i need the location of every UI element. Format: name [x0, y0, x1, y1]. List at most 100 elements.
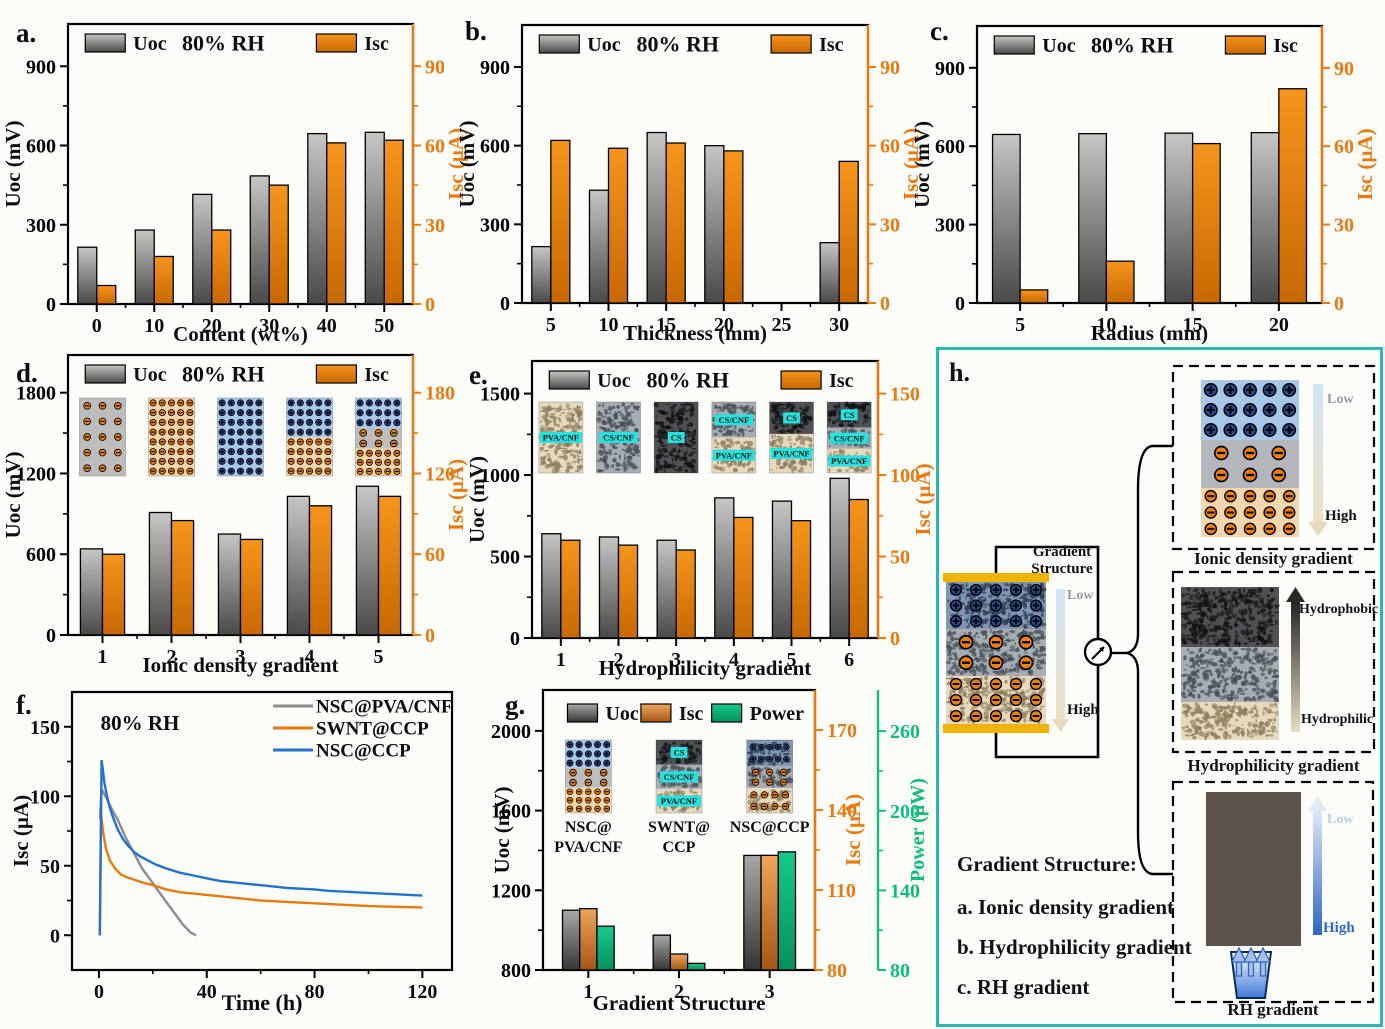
x-tick-label: 6 [844, 649, 854, 671]
axis-tick-label: 120 [425, 463, 455, 485]
axis-tick-label: 260 [890, 721, 920, 743]
legend-swatch-uoc [538, 34, 580, 54]
axis-tick-label: 1200 [491, 880, 531, 902]
axis-tick-label: 60 [425, 544, 445, 566]
axis-label-isc: Isc (µA) [444, 128, 468, 200]
panel-letter: d. [16, 358, 38, 388]
axis-tick-label: 1600 [491, 801, 531, 823]
legend-label: NSC@PVA/CNF [316, 697, 453, 718]
bar [148, 511, 173, 636]
x-axis-label: Hydrophilicity gradient [599, 656, 812, 680]
bar [596, 925, 615, 971]
axis-tick-label: 90 [425, 56, 445, 78]
circuit-wire [994, 545, 1100, 759]
legend-swatch-isc [1224, 35, 1266, 55]
vapor-arrow-icon [1242, 946, 1260, 963]
bar [1105, 260, 1135, 304]
ionic-box [1171, 364, 1376, 551]
bar [1278, 88, 1308, 304]
x-tick-label: 2 [614, 649, 624, 671]
bar [646, 131, 667, 304]
hydrophilic-label: Hydrophilic [1301, 712, 1374, 727]
legend-label: NSC@CCP [316, 741, 411, 762]
device-gradient-bar [1056, 589, 1065, 719]
ionic-caption: Ionic density gradient [1194, 549, 1353, 568]
rh-gradient-arrow [1313, 810, 1322, 935]
rh-annotation: 80% RH [101, 711, 180, 735]
bars-uoc [541, 477, 850, 639]
gradient-list-item-a: a. Ionic density gradient [957, 895, 1175, 919]
axis-tick-label: 50 [40, 856, 60, 878]
axis-tick-label: 60 [1334, 136, 1354, 158]
axis-tick-label: 900 [26, 56, 56, 78]
bar [239, 538, 264, 636]
inset-layer-label: PVA/CNF [543, 433, 579, 443]
x-tick-label: 3 [765, 981, 775, 1003]
hydrophilicity-caption: Hydrophilicity gradient [1187, 756, 1360, 775]
bars-uoc [77, 131, 385, 305]
axis-label-uoc: Uoc (mV) [455, 121, 479, 208]
rh-annotation: 80% RH [646, 368, 729, 393]
x-tick-label: 25 [772, 314, 792, 336]
x-tick-label: 20 [714, 314, 734, 336]
ionic-high-label: High [1325, 508, 1357, 524]
panel-a: 0 300 600 900 0 30 60 90 0 10 20 30 40 50 Content (wt%… [0, 0, 470, 346]
x-tick-label: 15 [1183, 314, 1203, 336]
axis-tick-label: 0 [880, 293, 890, 315]
bar [848, 498, 869, 639]
x-tick-label: 30 [829, 314, 849, 336]
axis-tick-label: 150 [890, 384, 920, 406]
bar [134, 229, 155, 305]
inset-caption: NSC@ [565, 819, 612, 836]
bar [79, 548, 104, 636]
x-tick-label: 10 [1096, 314, 1116, 336]
bar [541, 533, 562, 639]
axis-tick-label: 0 [890, 628, 900, 650]
bars-power [596, 851, 797, 971]
bar [829, 477, 850, 639]
legend-label: Uoc [1042, 35, 1075, 57]
x-tick-label: 5 [787, 649, 797, 671]
inset-layer-label: PVA/CNF [661, 796, 697, 806]
axis-tick-label: 150 [30, 717, 60, 739]
axis-label-isc: Isc (µA) [841, 794, 865, 866]
bar [771, 500, 793, 639]
inset-caption: NSC@CCP [730, 819, 810, 836]
bar [153, 255, 174, 305]
inset-layer-label: CS [786, 413, 797, 423]
rh-annotation: 80% RH [182, 362, 265, 387]
x-tick-label: 20 [1269, 314, 1289, 336]
x-tick-label: 2 [674, 981, 684, 1003]
bar [1019, 289, 1049, 304]
y-axis-label: Isc (µA) [9, 795, 33, 867]
axis-tick-label: 100 [30, 786, 60, 808]
legend-swatch-uoc [566, 703, 599, 723]
panel-letter: a. [16, 18, 36, 48]
bar [377, 495, 402, 636]
x-axis-label: Content (wt%) [173, 322, 308, 346]
axis-tick-label: 50 [890, 547, 910, 569]
x-axis-label: Ionic density gradient [142, 653, 338, 677]
axis-tick-label: 1500 [480, 384, 520, 406]
legend-swatch-isc [315, 33, 357, 53]
gradient-structure-list-title: Gradient Structure: [957, 852, 1137, 876]
line-nsc@ccp [98, 759, 423, 936]
rh-low-label: Low [1327, 812, 1354, 827]
axis-tick-label: 300 [935, 215, 965, 237]
inset-caption: PVA/CNF [554, 839, 622, 856]
panel-f: 0 50 100 150 0 40 80 120 Time (h) Isc (µA) NSC@PVA… [0, 680, 500, 1029]
axis-tick-label: 0 [500, 293, 510, 315]
legend-swatch-uoc [993, 35, 1035, 55]
bar [550, 139, 571, 304]
axis-tick-label: 0 [955, 293, 965, 315]
bar [598, 536, 620, 639]
axis-tick-label: 800 [501, 960, 531, 982]
x-tick-label: 2 [167, 646, 177, 668]
panel-letter: g. [505, 690, 525, 720]
rh-box [1171, 780, 1375, 1004]
axis-label-uoc: Uoc (mV) [1, 121, 25, 208]
rh-caption: RH gradient [1227, 1000, 1319, 1019]
inset-layer-label: CS/CNF [834, 433, 865, 443]
inset-layer-label: PVA/CNF [716, 450, 752, 460]
